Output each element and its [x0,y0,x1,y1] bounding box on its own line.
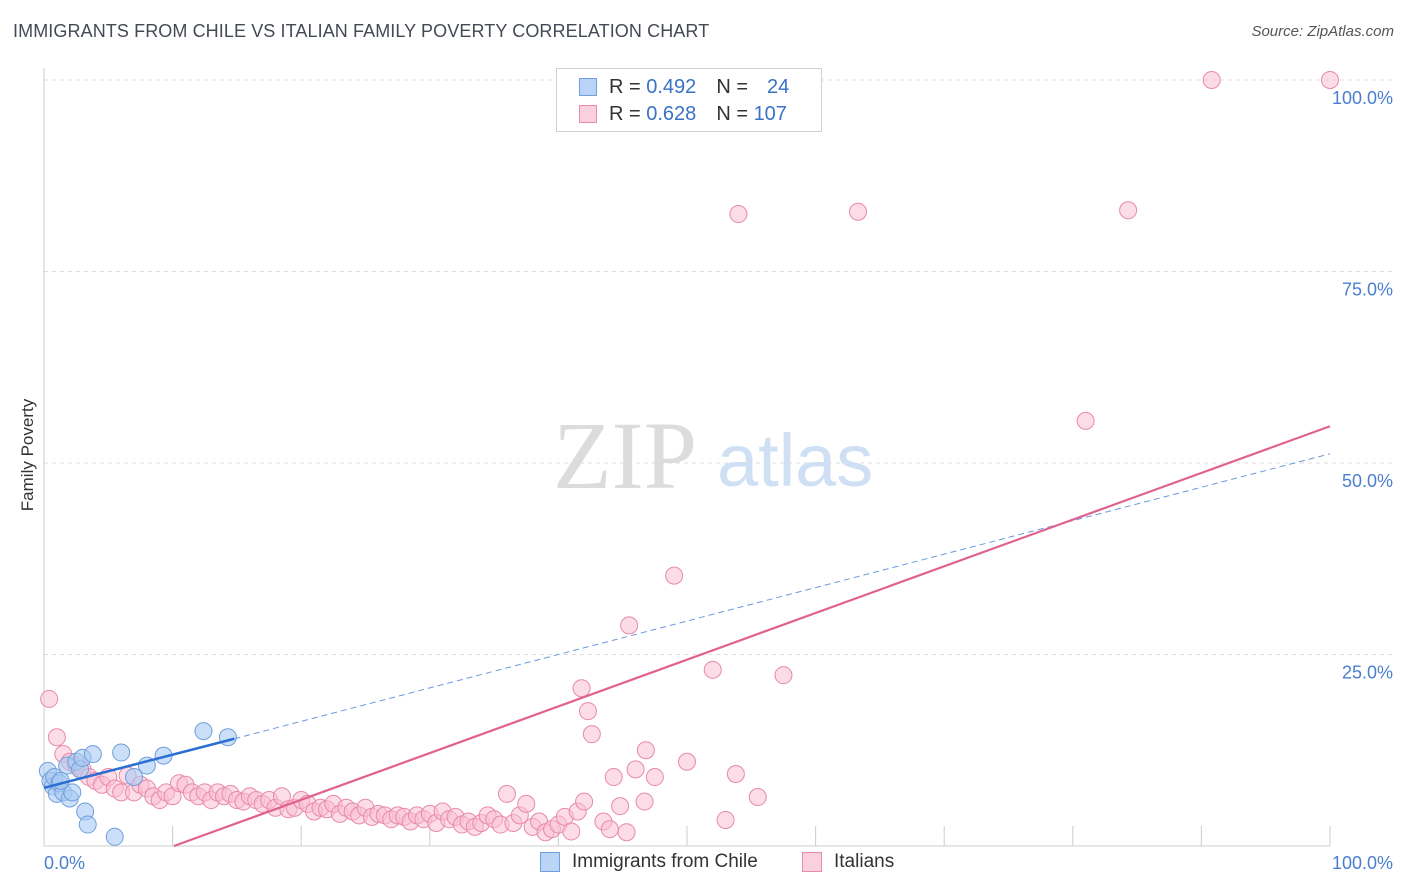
point-italians [620,616,639,635]
legend-n-value: 24 [767,75,790,98]
y-tick-label: 75.0% [1342,280,1393,300]
legend-row-italians: R = 0.628 N = 107 [579,102,787,126]
trend-line-chile [43,737,235,789]
legend-n-value: 107 [753,102,787,125]
point-chile [83,745,102,764]
x-tick-label: 0.0% [44,853,85,873]
watermark: ZIP atlas [553,402,873,509]
point-italians [748,787,767,806]
point-italians [635,792,654,811]
point-italians [678,752,696,771]
watermark-zip: ZIP [553,402,697,509]
point-italians [562,822,581,841]
point-chile [125,768,144,787]
point-italians [40,689,59,708]
point-italians [626,760,645,779]
legend-label-chile: Immigrants from Chile [572,851,758,872]
point-italians [726,764,745,783]
point-italians [600,820,619,839]
point-italians [1202,71,1221,89]
legend-r-label: R = [609,75,641,98]
point-italians [716,810,735,829]
point-italians [849,202,868,221]
point-chile [112,743,131,762]
trend-line-chile-extended [234,453,1331,740]
tick-labels: 25.0% 50.0% 75.0% 100.0% 0.0% 100.0% [44,88,1393,873]
legend-n-label: N = [716,102,748,125]
point-italians [729,205,748,224]
stats-legend: R = 0.492 N = 24 R = 0.628 N = 107 [556,68,822,132]
y-tick-label: 25.0% [1342,663,1393,683]
watermark-atlas: atlas [717,419,873,502]
trend-lines [43,425,1331,848]
y-tick-label: 50.0% [1342,471,1393,491]
legend-r-value: 0.628 [646,102,697,125]
legend-row-chile: R = 0.492 N = 24 [579,75,789,99]
point-chile [78,815,97,834]
legend-item-chile[interactable]: Immigrants from Chile [540,851,758,873]
legend-label-italians: Italians [834,851,895,872]
point-italians [47,728,66,747]
trend-line-italians [173,425,1331,848]
legend-r-label: R = [609,102,641,125]
point-italians [575,792,594,811]
trend-chile-extended [234,453,1331,740]
legend-item-italians[interactable]: Italians [802,851,894,873]
chart-title: IMMIGRANTS FROM CHILE VS ITALIAN FAMILY … [13,21,710,41]
point-italians [774,666,793,685]
point-italians [611,797,630,816]
point-chile [105,827,124,846]
axes [43,68,1331,847]
point-italians [617,823,636,842]
point-chile [194,722,213,741]
x-tick-label: 100.0% [1332,853,1393,873]
point-italians [636,741,655,760]
point-italians [604,768,623,787]
point-italians [1076,411,1095,430]
point-chile [63,783,82,802]
point-italians [665,566,684,585]
point-italians [645,768,664,787]
legend-swatch-italians [802,852,822,872]
point-italians [517,794,536,813]
point-italians [578,702,597,721]
point-italians [1119,201,1138,220]
y-tick-label: 100.0% [1332,88,1393,108]
bottom-legend: Immigrants from Chile Italians [0,851,1406,877]
legend-n-label: N = [716,75,748,98]
point-italians [703,660,722,679]
legend-swatch-italians [579,105,597,123]
point-italians [582,725,601,744]
point-italians [1321,71,1339,89]
legend-swatch-chile [579,78,597,96]
legend-swatch-chile [540,852,560,872]
italians-points [40,71,1339,842]
point-italians [497,784,516,803]
gridlines [44,79,1393,655]
legend-r-value: 0.492 [646,75,697,98]
point-italians [572,679,591,698]
source-label: Source: ZipAtlas.com [1251,23,1394,40]
